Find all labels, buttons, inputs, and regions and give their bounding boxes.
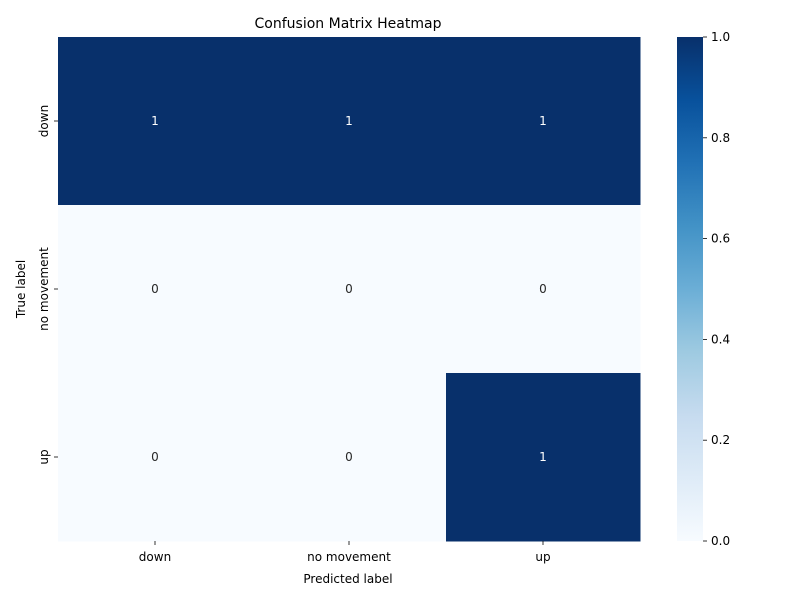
heatmap-cell xyxy=(58,373,253,542)
cell-annotation: 0 xyxy=(345,282,353,296)
colorbar-tick-label: 0.8 xyxy=(711,131,730,145)
colorbar-ticks: 0.0 0.2 0.4 0.6 0.8 1.0 xyxy=(703,30,730,548)
cell-annotation: 1 xyxy=(539,114,547,128)
cell-annotation: 0 xyxy=(151,282,159,296)
cell-annotation: 0 xyxy=(539,282,547,296)
y-tick-label: no movement xyxy=(37,247,51,331)
y-tick-label: up xyxy=(37,449,51,464)
heatmap-cell xyxy=(446,373,641,542)
y-axis-ticks: down no movement up xyxy=(37,105,58,465)
x-tick-label: no movement xyxy=(307,550,391,564)
heatmap-cells xyxy=(58,37,641,542)
heatmap-cell xyxy=(252,205,447,374)
chart-title: Confusion Matrix Heatmap xyxy=(255,16,442,32)
x-tick-label: up xyxy=(535,550,550,564)
heatmap-cell xyxy=(446,37,641,206)
colorbar-tick-label: 1.0 xyxy=(711,30,730,44)
x-tick-label: down xyxy=(139,550,171,564)
heatmap-cell xyxy=(58,205,253,374)
colorbar xyxy=(677,37,703,541)
colorbar-tick-label: 0.0 xyxy=(711,534,730,548)
heatmap-cell xyxy=(446,205,641,374)
colorbar-tick-label: 0.4 xyxy=(711,332,730,346)
cell-annotation: 1 xyxy=(345,114,353,128)
y-axis-label: True label xyxy=(14,260,28,319)
cell-annotations: 1 1 1 0 0 0 0 0 1 xyxy=(151,114,547,464)
cell-annotation: 0 xyxy=(151,450,159,464)
x-axis-label: Predicted label xyxy=(303,572,392,586)
x-axis-ticks: down no movement up xyxy=(139,541,551,564)
colorbar-tick-label: 0.2 xyxy=(711,433,730,447)
y-tick-label: down xyxy=(37,105,51,137)
cell-annotation: 1 xyxy=(539,450,547,464)
heatmap-cell xyxy=(252,373,447,542)
cell-annotation: 0 xyxy=(345,450,353,464)
colorbar-tick-label: 0.6 xyxy=(711,232,730,246)
heatmap-cell xyxy=(252,37,447,206)
cell-annotation: 1 xyxy=(151,114,159,128)
heatmap-cell xyxy=(58,37,253,206)
